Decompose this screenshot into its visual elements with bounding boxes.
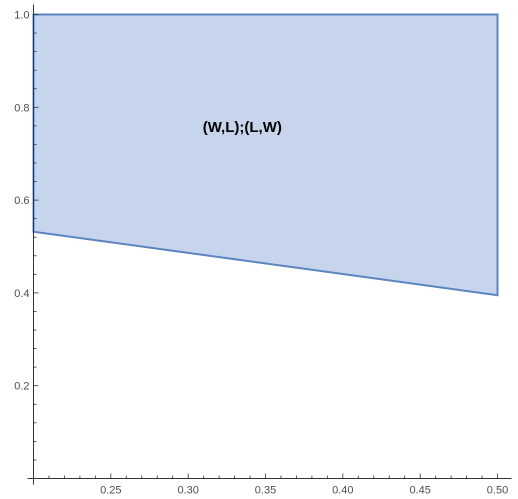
x-tick-label: 0.30 (177, 485, 198, 497)
x-tick-label: 0.25 (100, 485, 121, 497)
x-tick-label: 0.45 (409, 485, 430, 497)
y-tick-label: 1.0 (14, 10, 29, 22)
x-tick-label: 0.50 (487, 485, 508, 497)
y-tick-label: 0.2 (14, 381, 29, 393)
ticks: 0.25 0.30 0.35 0.40 0.45 0.50 0.2 0.4 0.6 0.8 1.0 (14, 10, 508, 497)
y-tick-label: 0.4 (14, 288, 29, 300)
x-tick-label: 0.40 (332, 485, 353, 497)
y-tick-label: 0.8 (14, 102, 29, 114)
region-layer (32, 13, 499, 297)
y-tick-label: 0.6 (14, 195, 29, 207)
region-label-0: (W,L);(L,W) (203, 119, 282, 136)
region-polygon-0 (32, 13, 499, 297)
region-labels: (W,L);(L,W) (203, 119, 282, 136)
x-tick-label: 0.35 (255, 485, 276, 497)
